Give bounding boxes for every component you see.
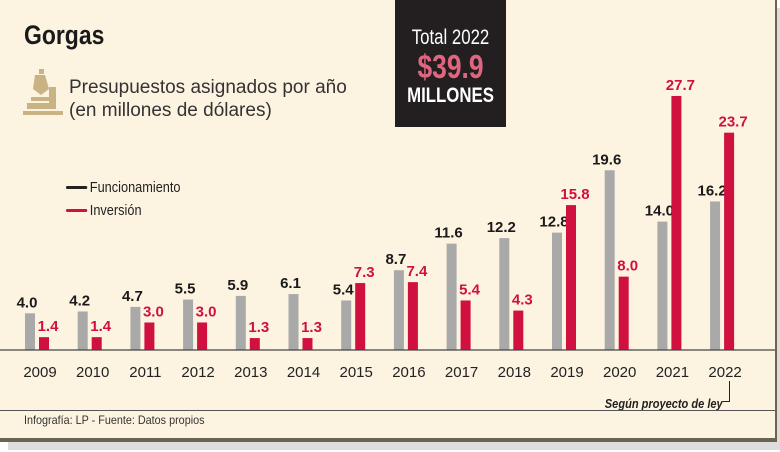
bar-inversion xyxy=(724,132,735,350)
data-label: 4.2 xyxy=(69,292,90,309)
data-label: 12.8 xyxy=(539,214,568,231)
total-value: $39.9 xyxy=(417,48,484,85)
bar-funcionamiento xyxy=(552,232,562,350)
legend-swatch xyxy=(66,209,88,212)
infographic-card: Gorgas Presupuestos asignados por año (e… xyxy=(0,0,777,442)
data-label: 5.4 xyxy=(459,281,481,298)
data-label: 11.6 xyxy=(434,225,462,242)
bar-funcionamiento xyxy=(288,294,299,350)
total-unit: MILLONES xyxy=(407,84,494,107)
data-label: 8.0 xyxy=(617,258,638,275)
data-label: 5.4 xyxy=(333,281,355,298)
bar-funcionamiento xyxy=(499,238,510,350)
bar-inversion xyxy=(249,338,260,350)
source-credit: Infografía: LP - Fuente: Datos propios xyxy=(24,413,205,427)
bar-inversion xyxy=(144,322,155,350)
data-label: 5.5 xyxy=(175,281,196,298)
x-tick-label: 2020 xyxy=(603,364,636,381)
x-tick-label: 2015 xyxy=(340,364,373,381)
data-label: 7.4 xyxy=(406,263,428,280)
x-tick-label: 2018 xyxy=(498,364,531,381)
projection-note: Según proyecto de ley xyxy=(605,396,723,411)
data-label: 7.3 xyxy=(354,264,375,281)
data-label: 1.3 xyxy=(248,319,269,336)
data-label: 3.0 xyxy=(143,303,164,320)
x-tick-label: 2013 xyxy=(234,364,267,381)
x-tick-label: 2017 xyxy=(445,364,478,381)
bar-inversion xyxy=(618,276,629,350)
data-label: 19.6 xyxy=(592,151,621,168)
bar-funcionamiento xyxy=(130,306,141,350)
legend-item-inversion: Inversión xyxy=(66,199,181,222)
data-label: 5.9 xyxy=(227,277,248,294)
x-tick-label: 2009 xyxy=(23,364,56,381)
x-tick-label: 2016 xyxy=(392,364,425,381)
bar-funcionamiento xyxy=(183,299,194,350)
data-label: 8.7 xyxy=(385,251,406,268)
legend-item-funcionamiento: Funcionamiento xyxy=(66,176,181,199)
bar-inversion xyxy=(566,205,576,350)
data-label: 6.1 xyxy=(280,275,301,292)
bar-funcionamiento xyxy=(657,221,668,350)
data-label: 1.4 xyxy=(38,318,60,335)
bar-funcionamiento xyxy=(446,243,457,350)
legend-label: Funcionamiento xyxy=(89,179,181,196)
data-label: 14.0 xyxy=(645,203,674,220)
bar-inversion xyxy=(355,283,366,350)
x-tick-label: 2014 xyxy=(287,364,320,381)
x-tick-label: 2021 xyxy=(656,364,689,381)
legend: Funcionamiento Inversión xyxy=(66,176,201,222)
bar-funcionamiento xyxy=(235,295,246,350)
x-tick-label: 2012 xyxy=(181,364,214,381)
bar-inversion xyxy=(460,300,471,350)
data-label: 4.7 xyxy=(122,288,143,305)
x-tick-label: 2019 xyxy=(550,364,583,381)
data-label: 27.7 xyxy=(666,77,695,94)
data-label: 1.4 xyxy=(90,318,112,335)
x-tick-label: 2011 xyxy=(129,364,161,381)
bar-inversion xyxy=(407,282,418,350)
legend-label: Inversión xyxy=(89,202,142,219)
bar-inversion xyxy=(302,338,313,350)
chart-subtitle: Presupuestos asignados por año (en millo… xyxy=(69,76,347,122)
bar-inversion xyxy=(671,95,682,350)
legend-swatch xyxy=(66,186,88,189)
bar-funcionamiento xyxy=(710,201,721,350)
note-bracket xyxy=(723,381,730,402)
chart-title: Gorgas xyxy=(24,20,105,50)
data-label: 4.3 xyxy=(512,292,533,309)
subtitle-line-2: (en millones de dólares) xyxy=(69,100,272,121)
x-tick-label: 2010 xyxy=(76,364,109,381)
bar-inversion xyxy=(39,337,49,350)
x-tick-label: 2022 xyxy=(708,364,741,381)
bar-funcionamiento xyxy=(77,311,88,350)
data-label: 1.3 xyxy=(301,319,322,336)
bar-inversion xyxy=(91,337,102,350)
bar-inversion xyxy=(197,322,208,350)
data-label: 23.7 xyxy=(718,114,747,131)
bar-funcionamiento xyxy=(393,270,404,350)
footer-divider xyxy=(0,410,775,411)
data-label: 4.0 xyxy=(17,294,38,311)
bar-funcionamiento xyxy=(341,300,352,350)
data-label: 16.2 xyxy=(697,182,726,199)
total-box: Total 2022 $39.9 MILLONES xyxy=(395,0,506,127)
data-label: 15.8 xyxy=(560,186,589,203)
total-label: Total 2022 xyxy=(411,26,490,49)
microscope-icon xyxy=(23,69,63,115)
subtitle-line-1: Presupuestos asignados por año xyxy=(69,77,347,98)
bar-funcionamiento xyxy=(25,313,35,350)
bar-chart: 4.01.420094.21.420104.73.020115.53.02012… xyxy=(0,77,775,381)
data-label: 3.0 xyxy=(196,303,217,320)
bar-funcionamiento xyxy=(604,170,615,350)
bar-inversion xyxy=(513,310,524,350)
data-label: 12.2 xyxy=(487,219,516,236)
